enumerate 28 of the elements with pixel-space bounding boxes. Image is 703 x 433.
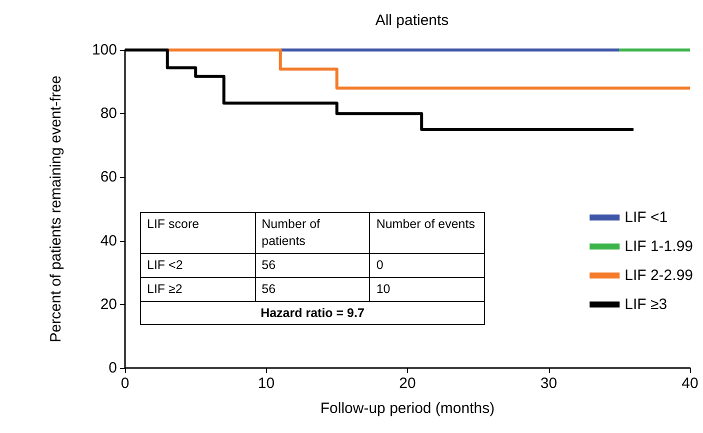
annotation: LIF <2: [140, 253, 256, 278]
y-tick-label: 100: [92, 42, 117, 58]
y-axis-title: Percent of patients remaining event-free: [48, 76, 64, 342]
y-tick-label: 0: [108, 360, 117, 376]
x-tick-label: 40: [682, 375, 698, 392]
legend-label: LIF 2-2.99: [624, 267, 694, 284]
x-axis-title: Follow-up period (months): [320, 400, 495, 417]
annotation: 0: [370, 253, 484, 278]
annotation: 56: [255, 253, 370, 278]
annotation: LIF ≥2: [140, 277, 256, 301]
legend-label: LIF ≥3: [624, 296, 668, 313]
annotation: 56: [255, 277, 370, 301]
x-tick-label: 0: [120, 375, 130, 392]
annotation: Hazard ratio = 9.7: [140, 301, 484, 325]
y-tick-label: 40: [100, 232, 117, 250]
x-tick-label: 30: [540, 375, 558, 392]
annotation: Number of events: [370, 212, 484, 254]
annotation: Number of patients: [255, 212, 370, 254]
legend-label: LIF <1: [624, 209, 668, 226]
y-tick-label: 80: [100, 105, 117, 122]
y-tick-label: 20: [100, 296, 117, 313]
x-tick-label: 10: [258, 375, 275, 392]
legend-label: LIF 1-1.99: [624, 238, 694, 255]
chart-title: All patients: [375, 12, 449, 29]
x-tick-label: 20: [399, 375, 416, 392]
annotation: 10: [370, 277, 484, 301]
y-tick-label: 60: [100, 168, 117, 186]
annotation: LIF score: [140, 212, 256, 254]
